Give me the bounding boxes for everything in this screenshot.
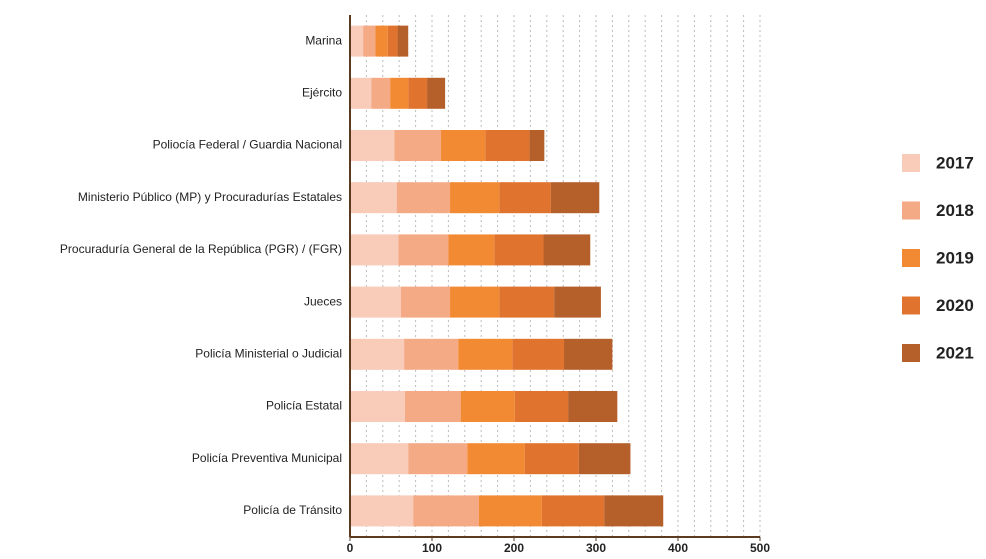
y-tick-label: Policía de Tránsito xyxy=(243,503,342,517)
legend-swatch xyxy=(902,201,920,220)
bar-segment xyxy=(350,286,401,318)
legend-swatch xyxy=(902,154,920,172)
bar-segment xyxy=(350,495,414,527)
bar-segment xyxy=(350,338,405,370)
bar-segment xyxy=(499,182,551,214)
bar-segment xyxy=(604,495,664,527)
bar-segment xyxy=(441,130,486,161)
bar-segment xyxy=(524,443,579,475)
bar-segment xyxy=(458,338,513,370)
bar-segment xyxy=(396,182,451,214)
bar-segment xyxy=(485,130,530,161)
legend-label: 2018 xyxy=(936,201,974,220)
bar-segment xyxy=(350,25,364,57)
bar-segment xyxy=(350,443,409,475)
y-tick-label: Ministerio Público (MP) y Procuradurías … xyxy=(78,190,342,204)
x-tick-label: 300 xyxy=(586,541,606,555)
bar-segment xyxy=(387,25,398,57)
bar-segment xyxy=(494,234,544,266)
legend-swatch xyxy=(902,344,920,362)
bar-segment xyxy=(350,77,372,109)
x-tick-label: 500 xyxy=(750,541,770,555)
bar-segment xyxy=(499,286,555,318)
bar-segment xyxy=(467,443,525,475)
bar-segment xyxy=(564,338,613,370)
bar-segment xyxy=(460,391,515,422)
legend-label: 2019 xyxy=(936,248,974,267)
bar-segment xyxy=(397,25,409,57)
legend-swatch xyxy=(902,249,920,267)
bar-segment xyxy=(390,77,409,109)
legend-swatch xyxy=(902,296,920,315)
y-tick-label: Policía Ministerial o Judicial xyxy=(195,346,342,360)
y-tick-label: Policía Estatal xyxy=(266,399,342,413)
bar-segment xyxy=(578,443,631,475)
bar-segment xyxy=(568,391,618,422)
bar-segment xyxy=(550,182,600,214)
bar-segment xyxy=(514,391,569,422)
x-tick-label: 200 xyxy=(504,541,524,555)
bar-segment xyxy=(350,391,405,422)
bar-segment xyxy=(404,391,461,422)
bar-segment xyxy=(529,130,545,161)
bar-segment xyxy=(512,338,565,370)
x-tick-label: 100 xyxy=(422,541,442,555)
bar-segment xyxy=(427,77,446,109)
bar-segment xyxy=(413,495,479,527)
bar-segment xyxy=(398,234,449,266)
bar-segment xyxy=(478,495,542,527)
x-tick-label: 0 xyxy=(347,541,354,555)
bar-segment xyxy=(371,77,391,109)
y-tick-label: Jueces xyxy=(304,294,342,308)
legend-label: 2017 xyxy=(936,153,974,172)
bar-segment xyxy=(541,495,605,527)
bar-segment xyxy=(408,443,468,475)
legend-label: 2021 xyxy=(936,343,974,362)
y-tick-label: Ejército xyxy=(302,85,342,99)
bar-segment xyxy=(404,338,459,370)
y-tick-label: Policía Preventiva Municipal xyxy=(192,451,342,465)
bar-segment xyxy=(363,25,376,57)
bar-segment xyxy=(408,77,428,109)
bar-segment xyxy=(394,130,442,161)
legend-label: 2020 xyxy=(936,296,974,315)
bar-segment xyxy=(400,286,451,318)
bar-segment xyxy=(350,182,397,214)
y-tick-label: Procuraduría General de la República (PG… xyxy=(60,242,342,256)
bar-segment xyxy=(450,182,500,214)
y-tick-label: Marina xyxy=(305,33,342,47)
bar-segment xyxy=(375,25,388,57)
bar-segment xyxy=(543,234,591,266)
bar-segment xyxy=(554,286,601,318)
x-tick-label: 400 xyxy=(668,541,688,555)
bar-segment xyxy=(448,234,495,266)
bar-segment xyxy=(450,286,500,318)
y-tick-label: Poliocía Federal / Guardia Nacional xyxy=(153,138,342,152)
bar-segment xyxy=(350,234,399,266)
bar-segment xyxy=(350,130,395,161)
